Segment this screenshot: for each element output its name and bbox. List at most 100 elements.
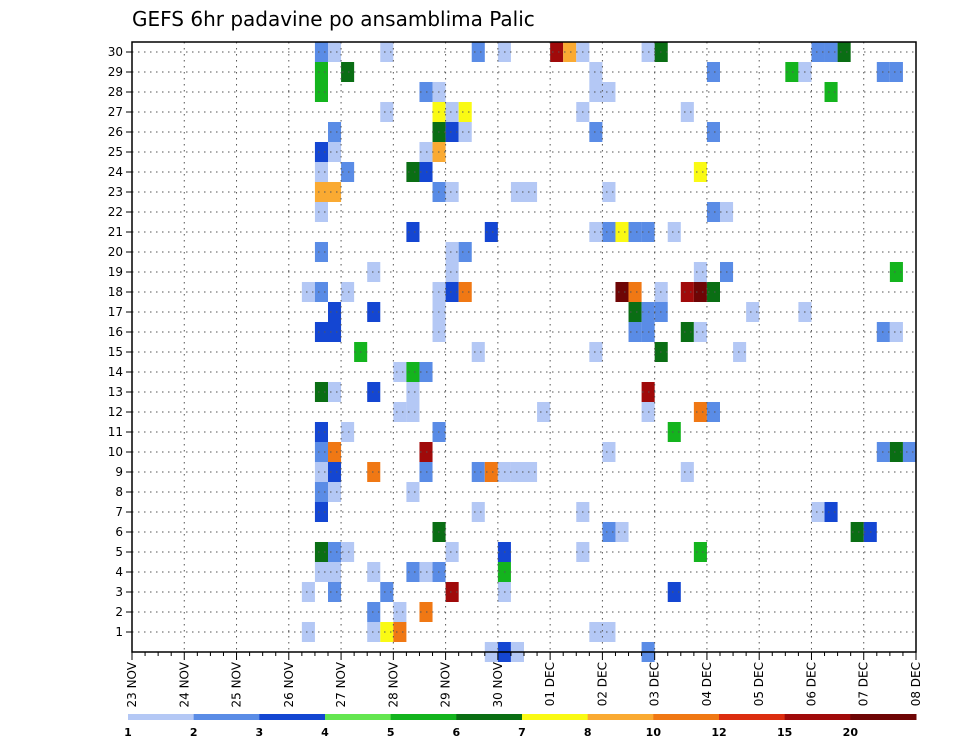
heatmap-cell bbox=[314, 182, 328, 202]
x-tick-label: 08 DEC bbox=[909, 662, 923, 706]
heatmap-cell bbox=[615, 522, 629, 542]
y-tick-label: 5 bbox=[115, 545, 123, 559]
heatmap-cell bbox=[785, 62, 799, 82]
y-tick-label: 25 bbox=[108, 145, 123, 159]
heatmap-cell bbox=[458, 122, 472, 142]
heatmap-cell bbox=[380, 42, 394, 62]
x-tick-label: 25 NOV bbox=[230, 661, 244, 707]
heatmap-cell bbox=[406, 162, 420, 182]
heatmap-cell bbox=[824, 82, 838, 102]
heatmap-cell bbox=[615, 222, 629, 242]
heatmap-cell bbox=[393, 602, 407, 622]
heatmap-cell bbox=[693, 322, 707, 342]
heatmap-cell bbox=[314, 442, 328, 462]
y-tick-label: 19 bbox=[108, 265, 123, 279]
heatmap-cell bbox=[380, 582, 394, 602]
heatmap-cell bbox=[563, 42, 577, 62]
y-tick-label: 1 bbox=[115, 625, 123, 639]
grid-lines bbox=[132, 42, 916, 652]
heatmap-cell bbox=[706, 62, 720, 82]
heatmap-cell bbox=[693, 162, 707, 182]
heatmap-cell bbox=[458, 282, 472, 302]
heatmap-cell bbox=[550, 42, 564, 62]
y-tick-label: 20 bbox=[108, 245, 123, 259]
heatmap-cells bbox=[301, 42, 916, 662]
colorbar-label: 4 bbox=[321, 726, 329, 739]
heatmap-cell bbox=[628, 302, 642, 322]
heatmap-cell bbox=[367, 562, 381, 582]
heatmap-cell bbox=[602, 82, 616, 102]
heatmap-cell bbox=[733, 342, 747, 362]
heatmap-cell bbox=[902, 442, 916, 462]
y-tick-label: 26 bbox=[108, 125, 123, 139]
heatmap-cell bbox=[328, 302, 342, 322]
chart-title: GEFS 6hr padavine po ansamblima Palic bbox=[132, 7, 535, 31]
heatmap-cell bbox=[314, 502, 328, 522]
heatmap-cell bbox=[341, 62, 355, 82]
x-tick-label: 26 NOV bbox=[282, 661, 296, 707]
heatmap-cell bbox=[484, 222, 498, 242]
colorbar-label: 5 bbox=[387, 726, 395, 739]
heatmap-cell bbox=[589, 122, 603, 142]
heatmap-cell bbox=[445, 102, 459, 122]
heatmap-cell bbox=[484, 462, 498, 482]
heatmap-cell bbox=[406, 402, 420, 422]
heatmap-cell bbox=[328, 322, 342, 342]
heatmap-cell bbox=[706, 282, 720, 302]
heatmap-cell bbox=[445, 542, 459, 562]
y-tick-label: 10 bbox=[108, 445, 123, 459]
heatmap-cell bbox=[471, 342, 485, 362]
y-tick-label: 30 bbox=[108, 45, 123, 59]
heatmap-cell bbox=[367, 302, 381, 322]
heatmap-cell bbox=[667, 422, 681, 442]
heatmap-cell bbox=[471, 502, 485, 522]
x-tick-label: 02 DEC bbox=[595, 662, 609, 706]
colorbar-label: 15 bbox=[777, 726, 792, 739]
colorbar-swatch bbox=[850, 714, 917, 720]
heatmap-cell bbox=[602, 182, 616, 202]
heatmap-cell bbox=[314, 202, 328, 222]
y-tick-label: 11 bbox=[108, 425, 123, 439]
heatmap-cell bbox=[602, 522, 616, 542]
heatmap-cell bbox=[537, 402, 551, 422]
heatmap-cell bbox=[628, 282, 642, 302]
y-tick-label: 28 bbox=[108, 85, 123, 99]
heatmap-cell bbox=[602, 222, 616, 242]
y-tick-label: 8 bbox=[115, 485, 123, 499]
y-tick-label: 7 bbox=[115, 505, 123, 519]
x-tick-label: 04 DEC bbox=[700, 662, 714, 706]
colorbar: 1 2 3 4 5 6 7 8 10 12 15 20 bbox=[124, 714, 917, 739]
heatmap-cell bbox=[693, 402, 707, 422]
x-tick-label: 03 DEC bbox=[648, 662, 662, 706]
x-axis: 23 NOV 24 NOV 25 NOV 26 NOV 27 NOV 28 NOV 29 N… bbox=[125, 652, 923, 708]
y-tick-label: 17 bbox=[108, 305, 123, 319]
heatmap-cell bbox=[667, 582, 681, 602]
heatmap-cell bbox=[889, 442, 903, 462]
colorbar-swatch bbox=[784, 714, 851, 720]
colorbar-swatch bbox=[193, 714, 260, 720]
heatmap-cell bbox=[341, 542, 355, 562]
heatmap-cell bbox=[850, 522, 864, 542]
heatmap-cell bbox=[589, 62, 603, 82]
heatmap-cell bbox=[471, 462, 485, 482]
heatmap-cell bbox=[314, 242, 328, 262]
heatmap-cell bbox=[367, 462, 381, 482]
colorbar-label: 20 bbox=[843, 726, 859, 739]
y-tick-label: 15 bbox=[108, 345, 123, 359]
heatmap-cell bbox=[693, 262, 707, 282]
y-tick-label: 24 bbox=[108, 165, 123, 179]
heatmap-cell bbox=[367, 382, 381, 402]
colorbar-swatch bbox=[587, 714, 654, 720]
heatmap-cell bbox=[680, 282, 694, 302]
y-tick-label: 3 bbox=[115, 585, 123, 599]
heatmap-cell bbox=[314, 322, 328, 342]
heatmap-cell bbox=[824, 502, 838, 522]
x-tick-label: 23 NOV bbox=[125, 661, 139, 707]
x-tick-label: 07 DEC bbox=[857, 662, 871, 706]
heatmap-cell bbox=[406, 222, 420, 242]
heatmap-cell bbox=[393, 362, 407, 382]
colorbar-label: 7 bbox=[518, 726, 526, 739]
heatmap-cell bbox=[406, 482, 420, 502]
heatmap-cell bbox=[328, 122, 342, 142]
colorbar-swatch bbox=[390, 714, 457, 720]
